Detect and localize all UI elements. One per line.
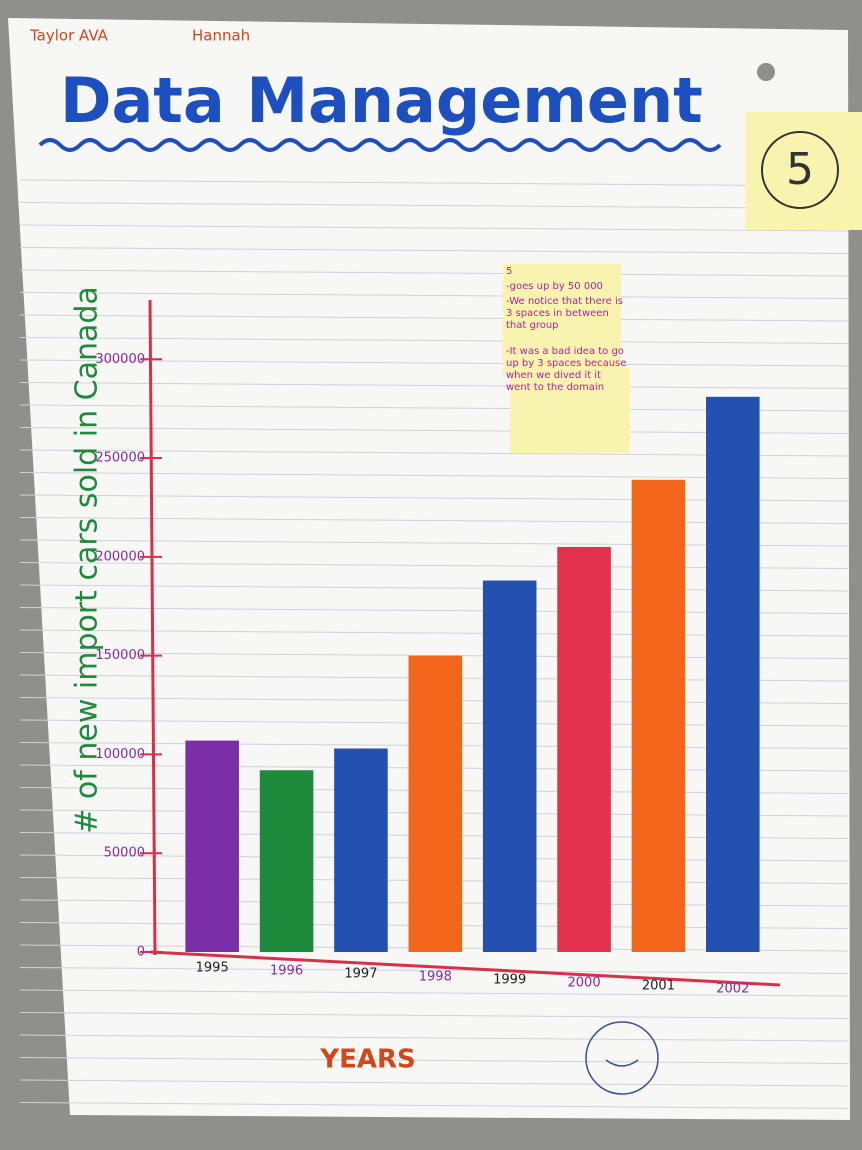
author: Hannah xyxy=(192,27,250,45)
bar xyxy=(185,740,239,952)
chart-title: Data Management xyxy=(60,64,703,137)
ruled-line xyxy=(19,224,849,232)
x-tick-label: 1999 xyxy=(493,973,526,988)
bar xyxy=(706,396,760,952)
x-tick-label: 1995 xyxy=(196,961,229,976)
notes: 5 -goes up by 50 000 -We notice that there… xyxy=(506,266,628,394)
x-tick-label: 1997 xyxy=(344,967,377,982)
bar xyxy=(631,479,686,952)
y-tick-label: 100000 xyxy=(95,747,145,762)
smiley xyxy=(585,1021,659,1095)
ruled-line xyxy=(19,292,849,299)
note: -It was a bad idea to go up by 3 spaces … xyxy=(506,346,627,393)
y-axis-label: # of new import cars sold in Canada xyxy=(70,286,105,834)
bar xyxy=(482,580,537,952)
badge-circle xyxy=(761,131,839,209)
bar xyxy=(557,546,611,952)
ruled-line xyxy=(19,269,849,277)
ruled-line xyxy=(19,202,849,209)
y-tick-label: 50000 xyxy=(104,846,145,861)
y-tick-label: 200000 xyxy=(95,549,145,564)
ruled-line xyxy=(19,179,849,187)
ruled-line xyxy=(19,967,849,974)
x-tick-label: 1996 xyxy=(270,964,303,979)
bar xyxy=(259,770,314,952)
hole xyxy=(757,63,775,81)
y-tick-label: 300000 xyxy=(95,352,145,367)
note: 5 xyxy=(506,266,513,277)
y-tick-label: 150000 xyxy=(95,648,145,663)
notes-text: 5 -goes up by 50 000 -We notice that there… xyxy=(506,266,628,394)
badge: 5 xyxy=(786,144,814,195)
title-wave xyxy=(38,138,722,152)
x-tick-label: 1998 xyxy=(419,970,452,985)
x-tick-label: 2000 xyxy=(568,976,601,991)
ruled-line xyxy=(19,247,849,254)
sticky-note xyxy=(503,264,621,376)
ruled-line xyxy=(19,1102,849,1109)
x-axis-label: YEARS xyxy=(319,1045,415,1075)
x-tick-label: 2001 xyxy=(642,979,675,994)
bar xyxy=(334,748,388,952)
ruled-line xyxy=(19,337,849,344)
smiley-mouth xyxy=(605,1059,639,1067)
note: -goes up by 50 000 xyxy=(506,281,603,292)
ruled-line xyxy=(19,314,849,322)
ruled-line xyxy=(19,359,849,367)
note: -We notice that there is 3 spaces in bet… xyxy=(506,296,623,331)
x-axis xyxy=(149,950,781,987)
ruled-line xyxy=(19,989,849,997)
x-tick-label: 2002 xyxy=(716,982,749,997)
bar xyxy=(408,655,463,952)
ruled-line xyxy=(19,1079,849,1087)
y-axis xyxy=(148,299,157,956)
ruled-line xyxy=(19,382,849,389)
author: Taylor AVA xyxy=(29,27,109,45)
sticky-note xyxy=(510,368,630,453)
ruled-line xyxy=(19,1012,849,1019)
y-tick-label: 250000 xyxy=(95,451,145,466)
ruled-line xyxy=(19,1034,849,1042)
ruled-line xyxy=(19,1057,849,1064)
